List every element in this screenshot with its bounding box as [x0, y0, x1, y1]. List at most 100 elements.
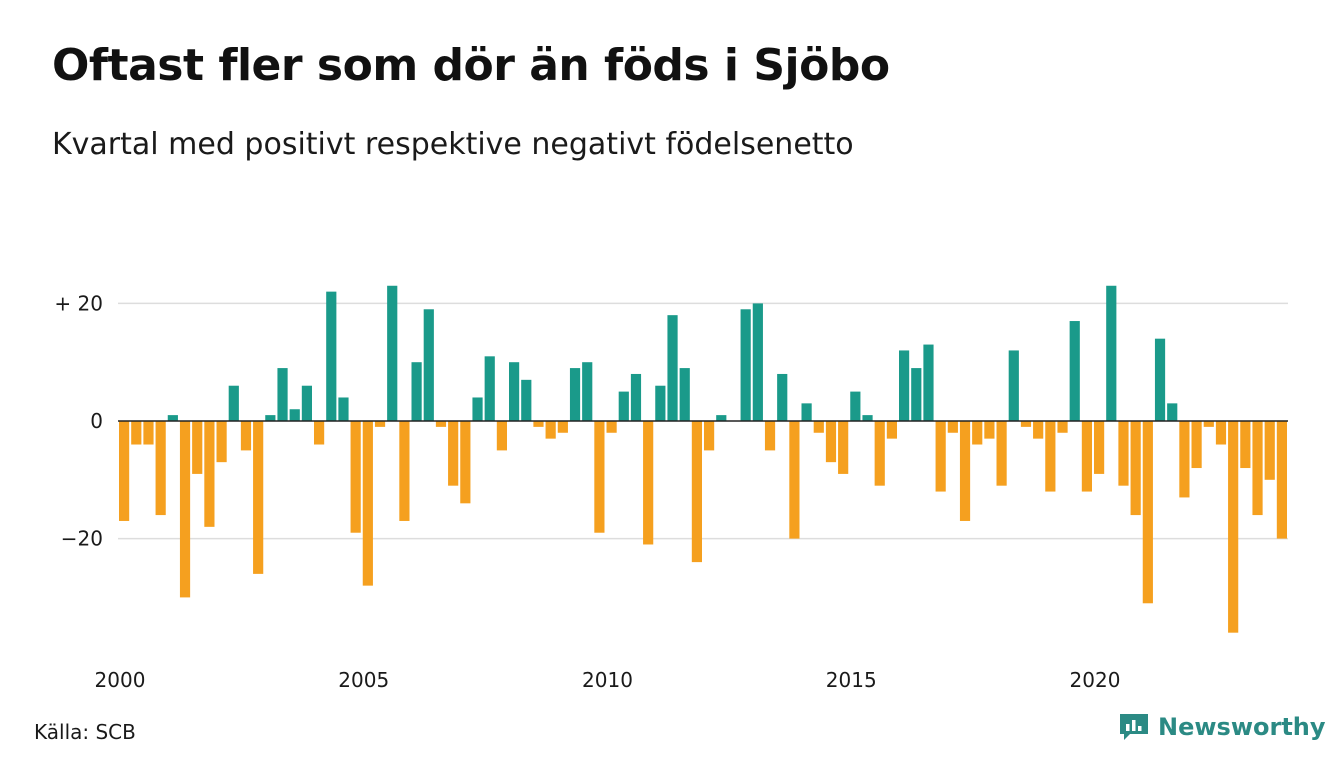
bar-2017Q1: [947, 421, 958, 433]
bar-2006Q4: [448, 421, 459, 486]
bar-2015Q2: [862, 415, 873, 421]
bar-2002Q2: [228, 385, 239, 421]
bar-2005Q3: [387, 285, 398, 421]
bar-2011Q2: [667, 315, 678, 421]
bar-2016Q1: [899, 350, 910, 421]
grid-lines: [118, 302, 1288, 540]
bar-2000Q4: [155, 421, 166, 516]
bar-2018Q2: [1008, 350, 1019, 421]
bar-2004Q2: [326, 291, 337, 421]
bar-2013Q1: [752, 303, 763, 421]
bar-2013Q2: [764, 421, 776, 451]
bar-2021Q1: [1142, 421, 1153, 604]
bar-2014Q4: [838, 421, 849, 474]
bar-2023Q4: [1276, 421, 1287, 539]
bar-2006Q1: [411, 362, 422, 421]
bar-2014Q2: [813, 421, 824, 433]
bar-2016Q2: [911, 368, 922, 421]
bar-chart: + 20 0 −20 2000 2005 2010 2015 2020: [54, 285, 1288, 692]
bar-2011Q4: [691, 421, 702, 563]
bar-2019Q4: [1081, 421, 1092, 492]
bar-2021Q2: [1154, 338, 1166, 421]
bar-2022Q3: [1215, 421, 1227, 445]
bar-2009Q3: [582, 362, 593, 421]
source-label: Källa: SCB: [34, 720, 136, 744]
bar-2010Q4: [643, 421, 654, 545]
bar-2004Q1: [314, 421, 325, 445]
bar-2010Q3: [630, 373, 642, 421]
x-tick-label: 2020: [1070, 668, 1121, 692]
bar-2005Q2: [374, 421, 386, 427]
bar-2013Q4: [789, 421, 800, 539]
x-tick-label: 2005: [338, 668, 389, 692]
bar-2012Q2: [716, 415, 727, 421]
bar-2020Q4: [1130, 421, 1141, 516]
bar-2008Q2: [521, 379, 532, 421]
bar-2021Q4: [1179, 421, 1190, 498]
bar-2020Q2: [1106, 285, 1117, 421]
bar-2015Q3: [874, 421, 885, 486]
bar-2023Q3: [1264, 421, 1275, 480]
bar-2003Q1: [265, 415, 276, 421]
bar-2007Q4: [496, 421, 507, 451]
bar-2001Q3: [192, 421, 203, 474]
bar-2018Q3: [1020, 421, 1032, 427]
bar-2006Q3: [435, 421, 447, 427]
bar-2009Q4: [594, 421, 605, 533]
x-tick-label: 2000: [95, 668, 146, 692]
bar-2018Q1: [996, 421, 1007, 486]
bar-2002Q4: [253, 421, 264, 574]
x-tick-label: 2015: [826, 668, 877, 692]
bar-2016Q4: [935, 421, 946, 492]
bar-2001Q1: [167, 415, 178, 421]
bar-2022Q2: [1203, 421, 1214, 427]
bar-2019Q3: [1069, 321, 1080, 421]
bar-2000Q1: [119, 421, 130, 521]
chart-subtitle: Kvartal med positivt respektive negativt…: [52, 127, 854, 162]
bar-2003Q4: [301, 385, 312, 421]
y-tick-label: 0: [90, 409, 103, 433]
bar-2009Q2: [569, 368, 581, 421]
bar-2012Q4: [740, 309, 751, 421]
bar-2019Q1: [1045, 421, 1056, 492]
bar-2021Q3: [1167, 403, 1178, 421]
brand-logo: Newsworthy: [1118, 712, 1326, 742]
bar-2008Q4: [545, 421, 556, 439]
bar-2011Q1: [655, 385, 666, 421]
bar-2010Q1: [606, 421, 617, 433]
x-axis-ticks: 2000 2005 2010 2015 2020: [95, 668, 1121, 692]
bar-2003Q2: [277, 368, 288, 421]
bar-2022Q1: [1191, 421, 1202, 469]
brand-name: Newsworthy: [1158, 713, 1326, 741]
bar-2023Q1: [1240, 421, 1251, 469]
y-tick-label: −20: [61, 527, 103, 551]
bar-2016Q3: [923, 344, 934, 421]
y-axis-ticks: + 20 0 −20: [54, 291, 103, 550]
bar-2010Q2: [618, 391, 629, 421]
bar-2017Q4: [984, 421, 995, 439]
bar-2017Q2: [959, 421, 971, 521]
x-tick-label: 2010: [582, 668, 633, 692]
bar-2002Q3: [240, 421, 252, 451]
bar-2000Q2: [131, 421, 142, 445]
bar-2005Q1: [362, 421, 373, 586]
bar-2004Q4: [350, 421, 361, 533]
bar-2015Q4: [886, 421, 897, 439]
bar-2007Q3: [484, 356, 495, 421]
bar-2007Q2: [472, 397, 483, 421]
bar-2017Q3: [972, 421, 983, 445]
bar-2020Q3: [1118, 421, 1129, 486]
bar-2000Q3: [143, 421, 154, 445]
bar-2014Q3: [825, 421, 837, 463]
bar-2023Q2: [1252, 421, 1263, 516]
bar-2012Q1: [704, 421, 715, 451]
bar-2020Q1: [1094, 421, 1105, 474]
bar-2009Q1: [557, 421, 568, 433]
bar-2003Q3: [289, 409, 300, 421]
y-tick-label: + 20: [54, 291, 103, 315]
bar-2008Q1: [509, 362, 520, 421]
bar-2006Q2: [423, 309, 434, 421]
bars: [119, 285, 1287, 633]
newsworthy-logo-icon: [1120, 714, 1148, 740]
bar-2019Q2: [1057, 421, 1068, 433]
